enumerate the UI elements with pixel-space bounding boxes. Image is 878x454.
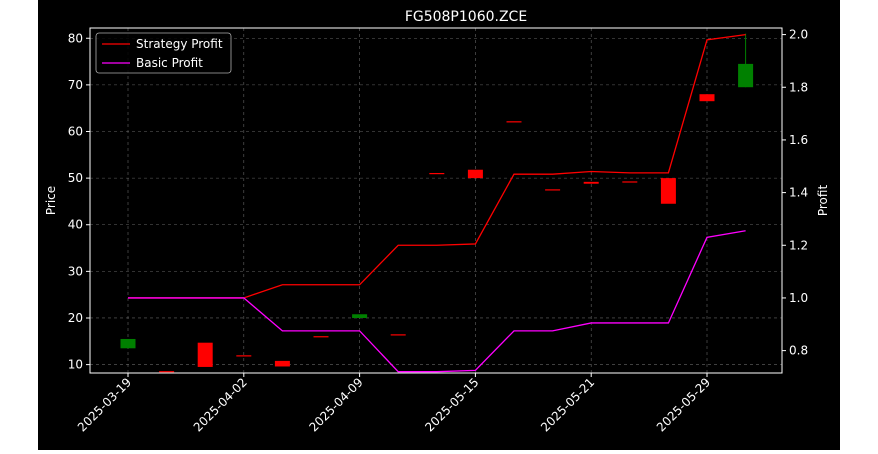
x-tick-label: 2025-04-02: [191, 375, 250, 434]
x-tick-label: 2025-05-29: [654, 375, 713, 434]
y-axis-label: Price: [44, 186, 58, 215]
y-tick-label: 70: [68, 78, 83, 92]
candle-body: [583, 181, 599, 184]
y-tick-label: 10: [68, 358, 83, 372]
candle-body: [197, 342, 213, 367]
candle-body: [545, 189, 561, 191]
chart-title: FG508P1060.ZCE: [405, 9, 527, 25]
plot-frame: [89, 27, 783, 374]
candles-layer: [120, 33, 754, 373]
strategy-profit-line: [128, 33, 746, 299]
candle-body: [429, 172, 445, 175]
candle-body: [352, 314, 368, 318]
legend-label: Basic Profit: [136, 56, 203, 70]
profit-lines-layer: [128, 33, 746, 373]
x-tick-label: 2025-05-21: [538, 375, 597, 434]
candle-body: [313, 336, 329, 338]
y2-tick-label: 1.6: [789, 133, 808, 147]
x-tick-label: 2025-04-09: [307, 375, 366, 434]
candle-body: [274, 360, 290, 367]
y2-tick-label: 0.8: [789, 344, 808, 358]
candle-body: [660, 178, 676, 204]
y-tick-label: 20: [68, 311, 83, 325]
candle-body: [467, 169, 483, 179]
candle-body: [159, 371, 175, 373]
y2-tick-label: 2.0: [789, 28, 808, 42]
y2-tick-label: 1.8: [789, 80, 808, 94]
legend: Strategy Profit Basic Profit: [95, 32, 232, 74]
candle-body: [236, 355, 252, 357]
grid-lines: [90, 28, 782, 373]
y-tick-label: 40: [68, 218, 83, 232]
y2-tick-label: 1.4: [789, 186, 808, 200]
candle-body: [699, 94, 715, 102]
legend-label: Strategy Profit: [136, 37, 223, 51]
chart-panel: FG508P1060.ZCE 10 20 30 40 50 60 70 80 0.8 1.0 1.2…: [38, 0, 840, 450]
y2-tick-label: 1.2: [789, 238, 808, 252]
candle-body: [390, 334, 406, 336]
axes-layer: 10 20 30 40 50 60 70 80 0.8 1.0 1.2 1.4 1.6 1.8 2.0 202…: [44, 27, 830, 434]
candle-body: [506, 121, 522, 123]
y2-tick-label: 1.0: [789, 291, 808, 305]
y-tick-label: 30: [68, 264, 83, 278]
y-tick-label: 80: [68, 31, 83, 45]
x-tick-label: 2025-03-19: [75, 375, 134, 434]
y2-axis-label: Profit: [816, 185, 830, 217]
candlestick-profit-chart: FG508P1060.ZCE 10 20 30 40 50 60 70 80 0.8 1.0 1.2…: [44, 9, 830, 434]
y-tick-label: 50: [68, 171, 83, 185]
x-tick-label: 2025-05-15: [422, 375, 481, 434]
y-tick-label: 60: [68, 125, 83, 139]
candle-body: [622, 181, 638, 183]
candle-body: [738, 63, 754, 88]
basic-profit-line: [128, 230, 746, 373]
candle-body: [120, 338, 136, 349]
